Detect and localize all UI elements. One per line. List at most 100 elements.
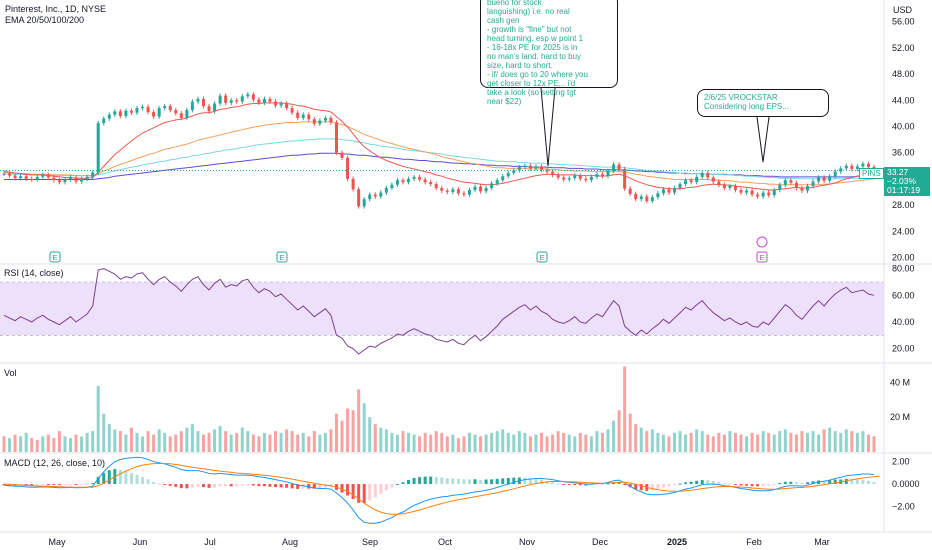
macd-histogram-bar [418,477,422,485]
volume-bar [850,431,854,452]
volume-bar [268,434,272,452]
macd-histogram-bar [235,484,239,487]
earnings-marker [756,251,768,263]
candle-body [146,106,150,113]
volume-bar [24,432,28,452]
candle-body [13,175,17,179]
volume-bar [772,434,776,452]
current-price-tag[interactable]: 33.27 −2.03% 01:17:19 [884,167,930,196]
volume-bar [285,429,289,452]
volume-bar [301,432,305,452]
candle-body [429,182,433,185]
macd-histogram-bar [794,482,798,485]
candle-body [30,178,34,180]
macd-histogram-bar [91,483,95,485]
macd-histogram-bar [445,478,449,485]
currency-label: USD [893,5,913,15]
volume-bar [700,431,704,452]
macd-histogram-bar [274,484,278,488]
candle-body [778,184,782,190]
macd-histogram-bar [279,484,283,488]
volume-bar [74,434,78,452]
volume-bar [201,434,205,452]
price-change: −2.03% [887,176,917,186]
price-tick-label: 36.00 [892,148,915,158]
volume-bar [739,434,743,452]
macd-histogram-bar [129,473,133,485]
volume-bar [872,436,876,452]
volume-bar [251,434,255,452]
x-tick-label: Nov [519,537,536,547]
volume-bar [141,436,145,452]
macd-histogram-bar [534,479,538,485]
annotation-note-thesis[interactable]: bueno for stock languishing) i.e. no rea… [480,0,618,106]
volume-bar [35,439,39,452]
candle-body [190,101,194,111]
macd-histogram-bar [141,476,145,485]
macd-histogram-bar [573,484,577,486]
macd-histogram-bar [806,482,810,485]
volume-bar [102,413,106,452]
macd-histogram-bar [656,484,660,489]
macd-histogram-bar [85,484,89,486]
volume-bar [429,434,433,452]
macd-histogram-bar [756,484,760,487]
annotation-note-vrockstar[interactable]: 2/6/25 VROCKSTAR Considering long EPS... [697,89,829,117]
candle-body [113,111,117,115]
volume-bar [373,424,377,452]
candle-body [135,108,139,113]
candle-body [656,193,660,198]
macd-histogram-bar [52,484,56,486]
candle-body [85,176,89,179]
macd-histogram-bar [717,481,721,485]
volume-bar [595,431,599,452]
rsi-band [0,282,884,336]
candle-body [822,177,826,181]
volume-bar [163,432,167,452]
volume-bar [224,431,228,452]
macd-histogram-bar [600,484,604,486]
ema100-line [3,138,886,180]
volume-bar [46,434,50,452]
candle-body [833,171,837,177]
macd-histogram-bar [296,484,300,489]
volume-bar [673,432,677,452]
candle-body [528,165,532,169]
volume-bar [41,436,45,452]
macd-histogram-bar [595,484,599,486]
candle-body [74,177,78,182]
volume-bar [650,429,654,452]
candle-body [523,165,527,168]
candle-body [102,118,106,124]
macd-histogram-bar [179,484,183,489]
macd-histogram-bar [623,484,627,486]
macd-histogram-bar [750,484,754,487]
volume-bar [351,410,355,452]
candle-body [512,170,516,173]
candle-body [761,192,765,197]
candle-body [8,173,12,176]
macd-tick-label: 2.00 [892,457,910,467]
macd-histogram-bar [185,484,189,489]
volume-bar [456,438,460,452]
macd-histogram-bar [379,484,383,495]
candle-body [490,183,494,189]
macd-histogram-bar [855,479,859,485]
volume-bar [296,434,300,452]
candle-body [711,177,715,182]
annotation-pointer [756,116,770,163]
candle-body [384,188,388,193]
x-tick-label: Oct [438,537,453,547]
volume-bar [467,432,471,452]
candle-body [717,181,721,185]
volume-bar [462,436,466,452]
macd-histogram-bar [778,482,782,485]
macd-histogram-bar [224,484,228,487]
candle-body [379,192,383,197]
volume-bar [312,431,316,452]
candle-body [562,177,566,180]
volume-bar [833,431,837,452]
volume-bar [866,434,870,452]
macd-histogram-bar [301,484,305,489]
